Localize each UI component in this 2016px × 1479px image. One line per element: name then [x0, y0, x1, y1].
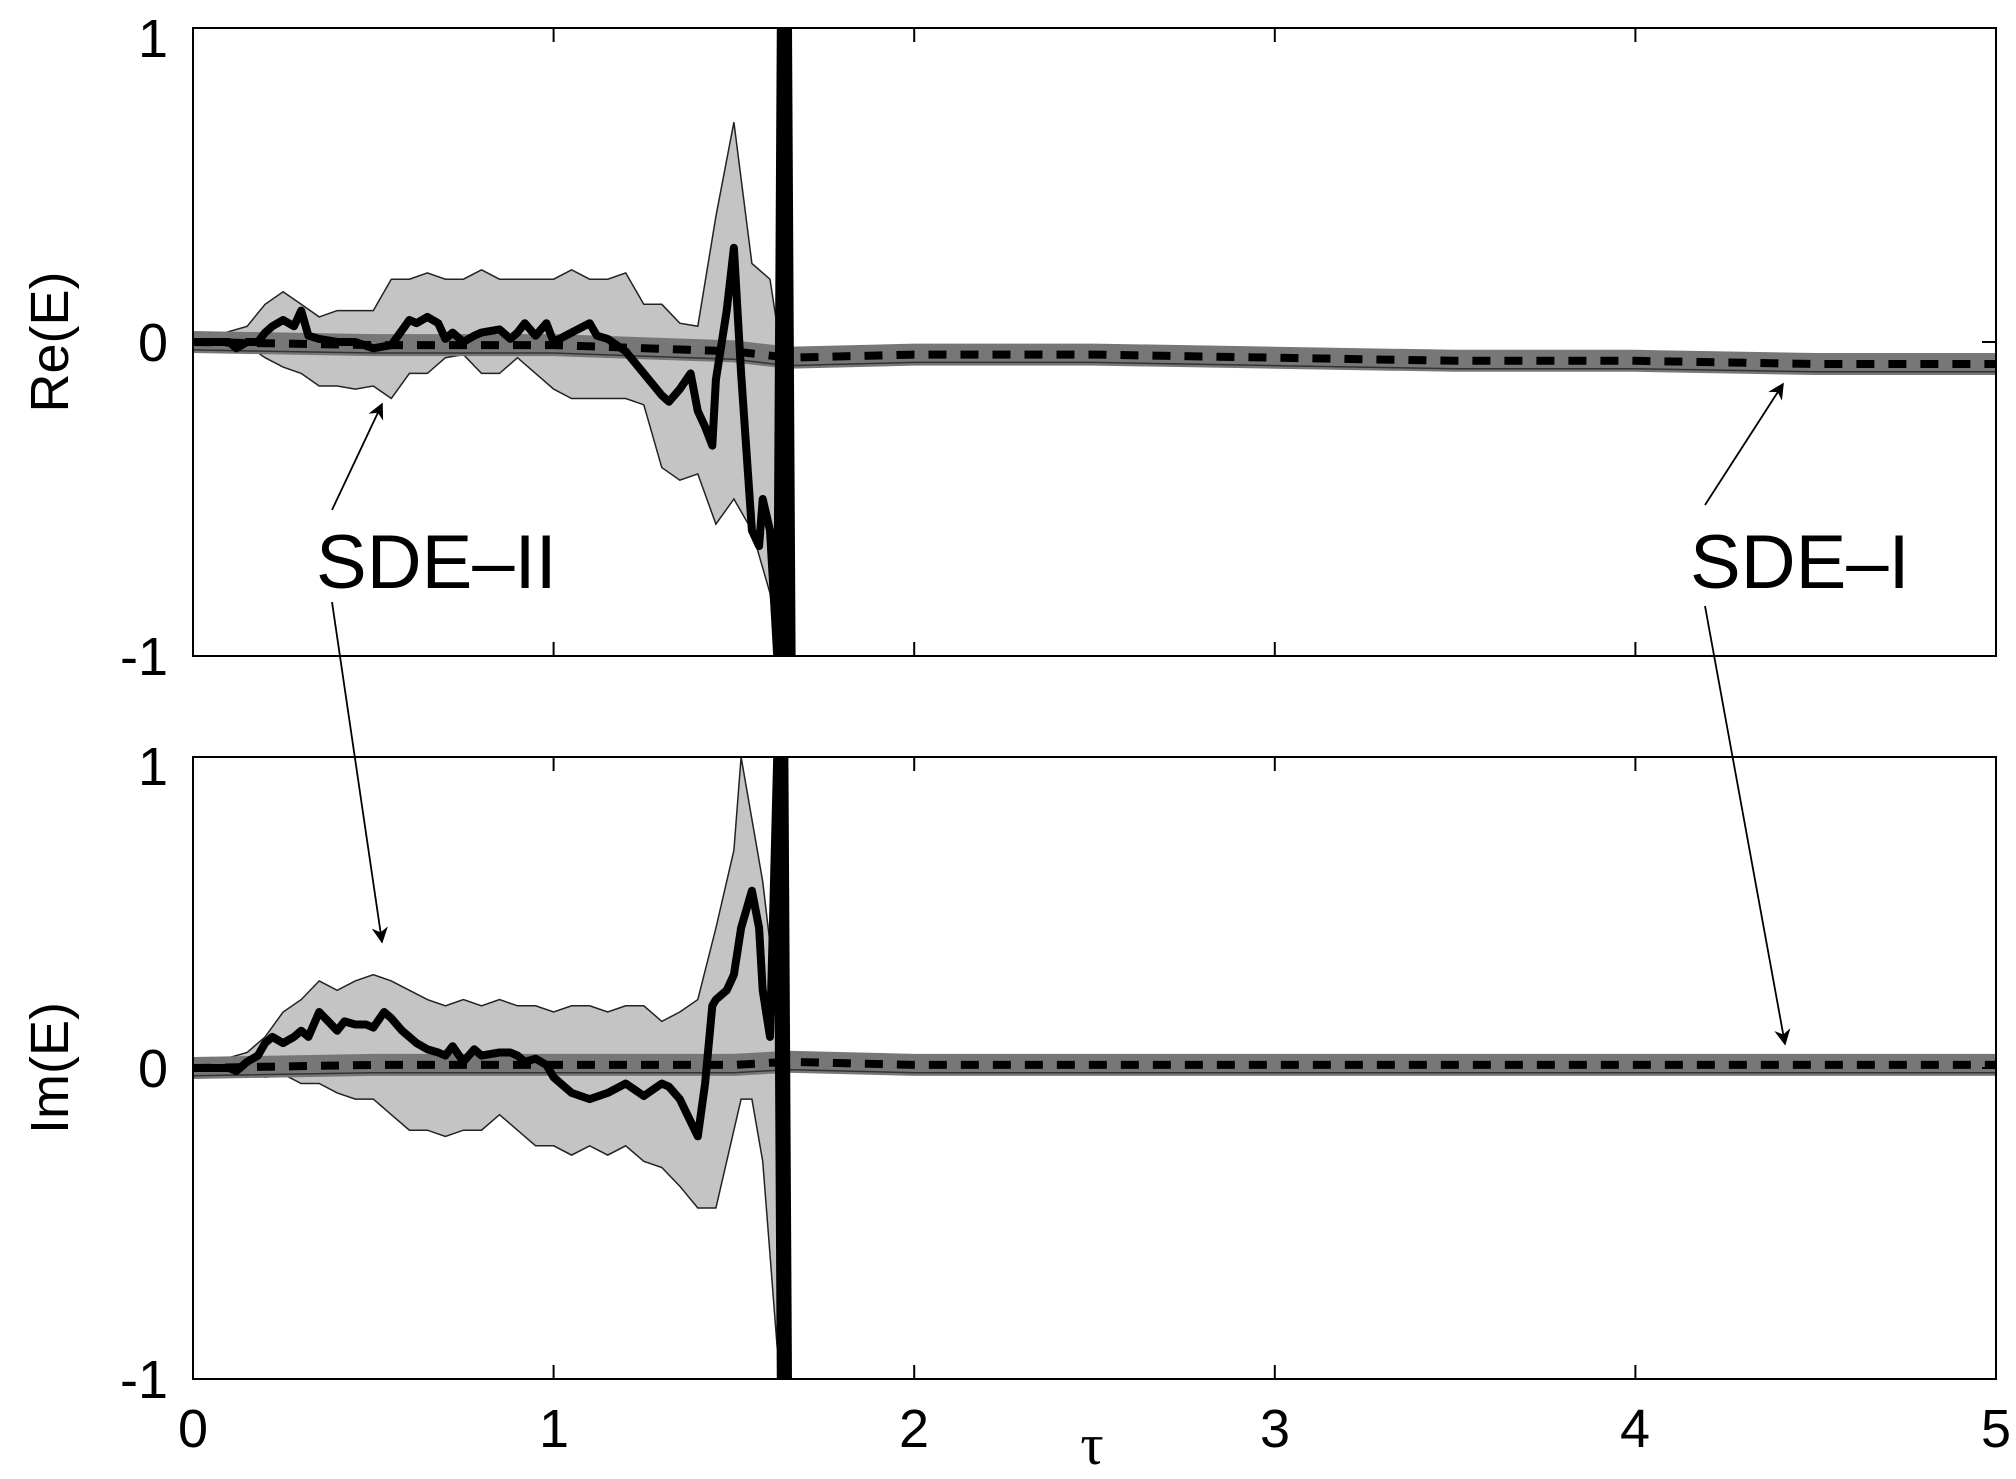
annotations: SDE–II SDE–I [316, 382, 1910, 1046]
arrow-sde2-to-im [331, 601, 388, 944]
xtick-4: 4 [1620, 1399, 1650, 1459]
xtick-1: 1 [539, 1399, 569, 1459]
arrow-sde1-to-im [1704, 605, 1791, 1046]
re-sde2-line [193, 28, 796, 656]
xtick-0: 0 [178, 1399, 208, 1459]
im-panel: 1 0 -1 Im(E) 0 1 2 3 4 5 τ [20, 737, 2011, 1477]
re-sde1-dashed-line [193, 338, 1996, 368]
re-ytick-1: 1 [138, 9, 168, 69]
arrow-sde2-to-re [331, 402, 384, 511]
re-ytick-0: 0 [138, 313, 168, 373]
x-axis-label: τ [1080, 1412, 1103, 1477]
annotation-sde1: SDE–I [1690, 520, 1910, 605]
xtick-5: 5 [1981, 1399, 2011, 1459]
im-sde2-line [193, 757, 792, 1379]
re-ylabel: Re(E) [20, 271, 80, 412]
xtick-3: 3 [1260, 1399, 1290, 1459]
annotation-sde2: SDE–II [316, 520, 557, 605]
re-sde1-band-edge [193, 349, 1996, 373]
re-ytick-minus-1: -1 [120, 627, 168, 687]
re-ticks [192, 27, 1997, 657]
im-sde1-band-edge [193, 1068, 1996, 1077]
xtick-2: 2 [899, 1399, 929, 1459]
re-panel: 1 0 -1 Re(E) [20, 9, 1997, 687]
im-ytick-0: 0 [138, 1039, 168, 1099]
arrow-sde1-to-re [1704, 382, 1784, 506]
im-ticks [192, 756, 1997, 1380]
im-ytick-minus-1: -1 [120, 1350, 168, 1410]
im-ytick-1: 1 [138, 737, 168, 797]
im-ylabel: Im(E) [20, 1002, 80, 1134]
